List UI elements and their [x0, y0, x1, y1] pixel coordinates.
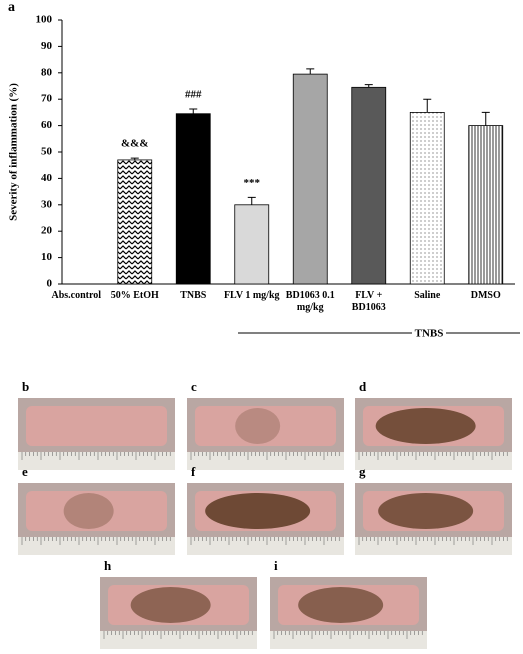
x-tick-label: TNBS [180, 290, 207, 301]
y-tick-label: 40 [41, 172, 53, 184]
x-tick-label: Abs.control [51, 290, 102, 301]
significance-label: ### [185, 88, 202, 100]
bar [409, 112, 445, 285]
error-bar [130, 157, 139, 160]
y-tick-label: 70 [41, 93, 53, 105]
y-tick-label: 50 [41, 146, 53, 158]
error-bar [306, 68, 315, 75]
bar [117, 159, 153, 285]
x-tick-label: Saline [414, 290, 441, 301]
x-tick-label: FLV + BD1063 [351, 290, 386, 313]
photo-label: g [359, 464, 366, 479]
bar [468, 125, 504, 285]
error-bar [247, 196, 256, 205]
y-tick-label: 20 [41, 225, 53, 237]
photo-label: e [22, 464, 28, 479]
tissue [26, 491, 167, 531]
y-tick-label: 30 [41, 198, 53, 210]
error-bar [189, 108, 198, 114]
error-bar [423, 98, 432, 113]
tissue [26, 406, 167, 446]
tissue [195, 406, 336, 446]
photo-label: i [274, 558, 278, 573]
significance-label: &&& [121, 138, 149, 150]
lesion [205, 493, 311, 529]
significance-label: *** [244, 177, 261, 189]
bar [351, 86, 387, 285]
lesion [298, 587, 384, 623]
lesion [63, 493, 114, 529]
group-label: TNBS [415, 328, 444, 340]
bar [292, 73, 328, 285]
x-tick-label: FLV 1 mg/kg [223, 290, 280, 301]
panel-label: a [8, 0, 15, 15]
photo-label: f [191, 464, 196, 479]
y-axis-label: Severity of inflammation (%) [8, 83, 20, 221]
bar [175, 113, 211, 285]
bar [234, 204, 270, 285]
photo-label: c [191, 379, 197, 394]
error-bar [481, 111, 490, 126]
lesion [375, 408, 476, 444]
lesion [130, 587, 211, 623]
y-tick-label: 100 [36, 14, 53, 26]
lesion [235, 408, 281, 444]
x-tick-label: 50% EtOH [110, 290, 159, 301]
error-bar [364, 84, 373, 88]
lesion [378, 493, 474, 529]
photo-label: h [104, 558, 112, 573]
x-tick-label: DMSO [470, 290, 501, 301]
x-tick-label: BD1063 0.1 mg/kg [285, 290, 335, 313]
y-tick-label: 60 [41, 119, 53, 131]
photo-label: b [22, 379, 29, 394]
y-tick-label: 0 [47, 278, 53, 290]
y-tick-label: 10 [41, 251, 53, 263]
y-tick-label: 90 [41, 40, 53, 52]
photo-label: d [359, 379, 367, 394]
y-tick-label: 80 [41, 66, 53, 78]
